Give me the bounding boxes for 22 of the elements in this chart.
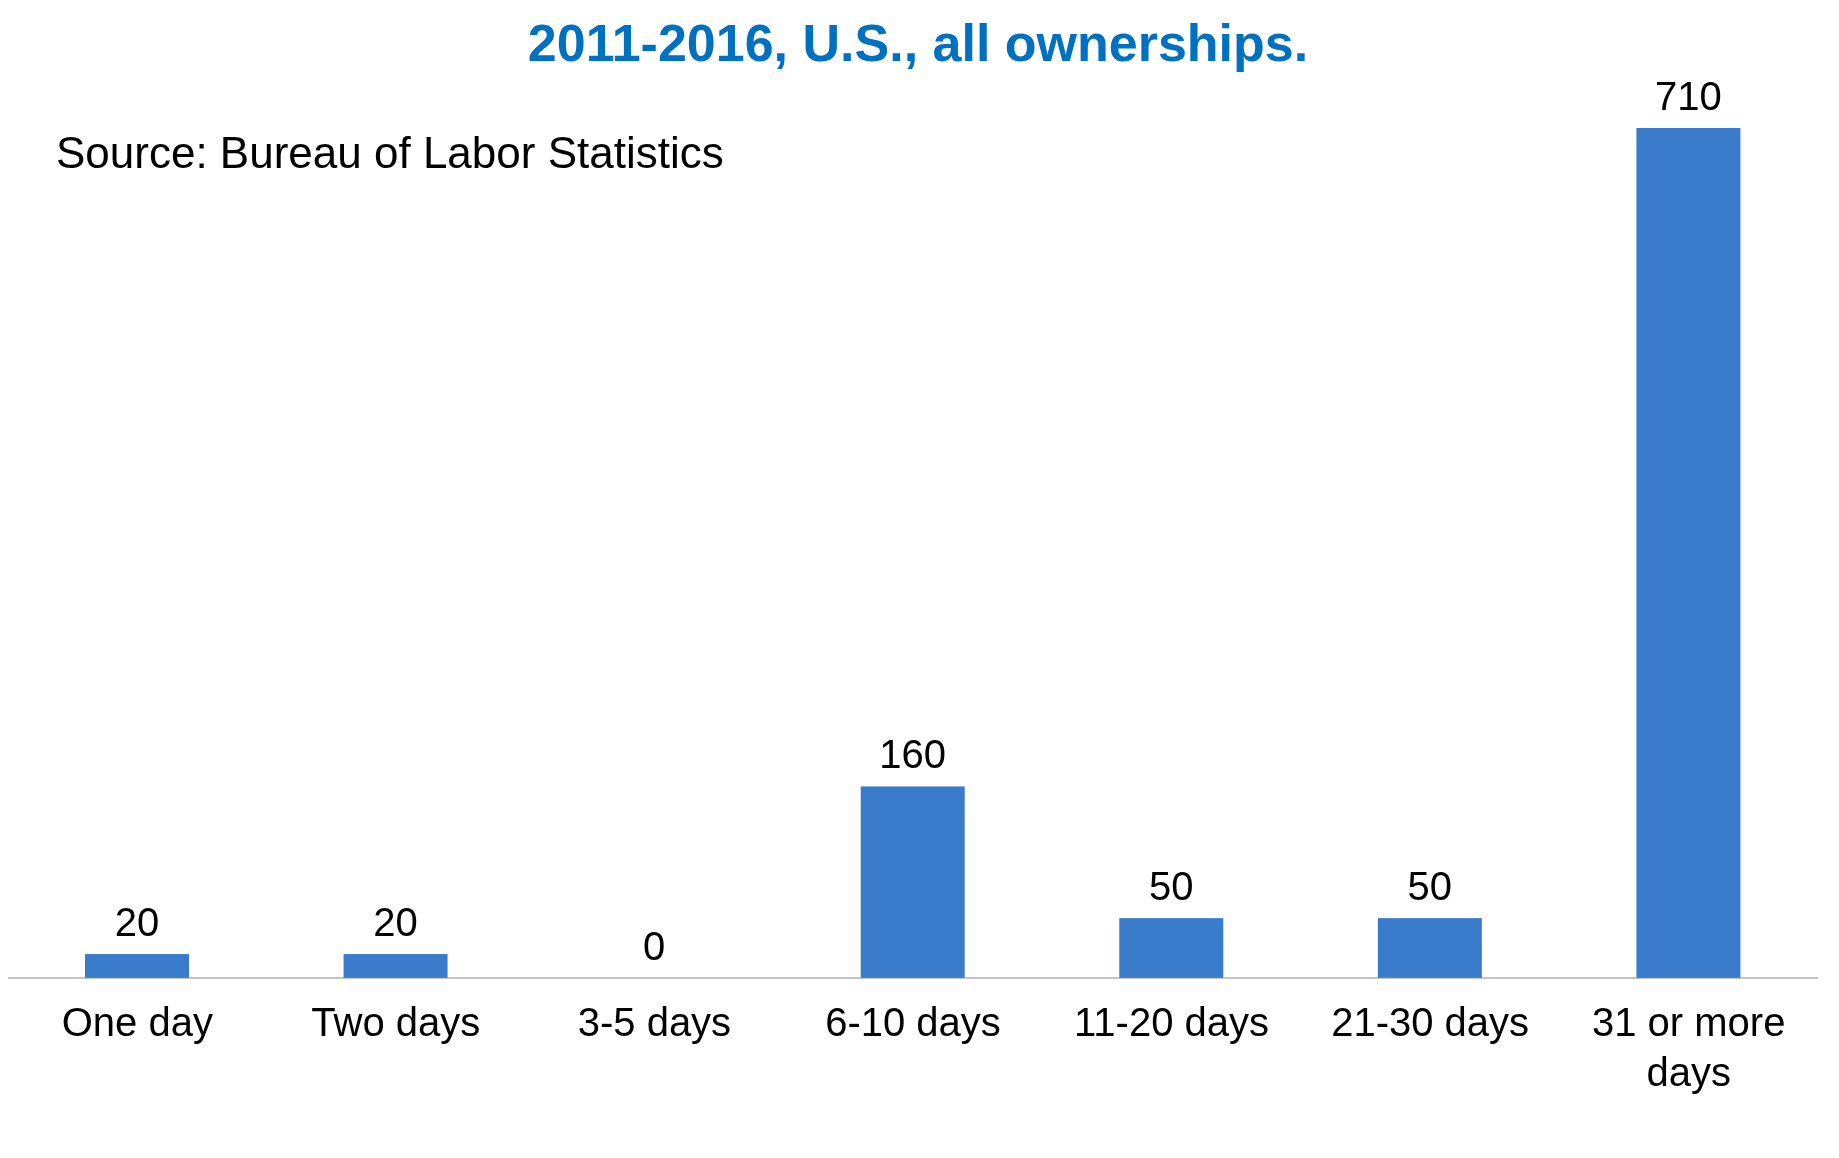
- x-tick-label: 31 or more days: [1592, 1000, 1786, 1094]
- x-tick-label: Two days: [311, 1000, 481, 1044]
- data-label: 20: [373, 900, 418, 945]
- bar: [1119, 918, 1224, 978]
- data-label: 160: [879, 732, 947, 777]
- data-label: 50: [1149, 864, 1194, 909]
- x-tick-label: 3-5 days: [577, 1000, 732, 1044]
- x-tick-label: 21-30 days: [1331, 1000, 1530, 1044]
- x-tick-label: 11-20 days: [1074, 1000, 1270, 1044]
- x-tick-label: 6-10 days: [825, 1000, 1001, 1044]
- data-label: 710: [1655, 74, 1722, 118]
- bar: [343, 954, 448, 978]
- data-label: 50: [1407, 864, 1453, 909]
- chart-title: 2011-2016, U.S., all ownerships.: [527, 14, 1309, 72]
- data-label: 20: [114, 900, 160, 945]
- bar: [1377, 918, 1482, 978]
- bar: [85, 954, 189, 978]
- x-tick-label: One day: [61, 1000, 213, 1044]
- bar: [1636, 128, 1741, 978]
- bar: [860, 786, 965, 978]
- annotation: Source: Bureau of Labor Statistics: [56, 128, 724, 178]
- data-label: 0: [643, 924, 666, 968]
